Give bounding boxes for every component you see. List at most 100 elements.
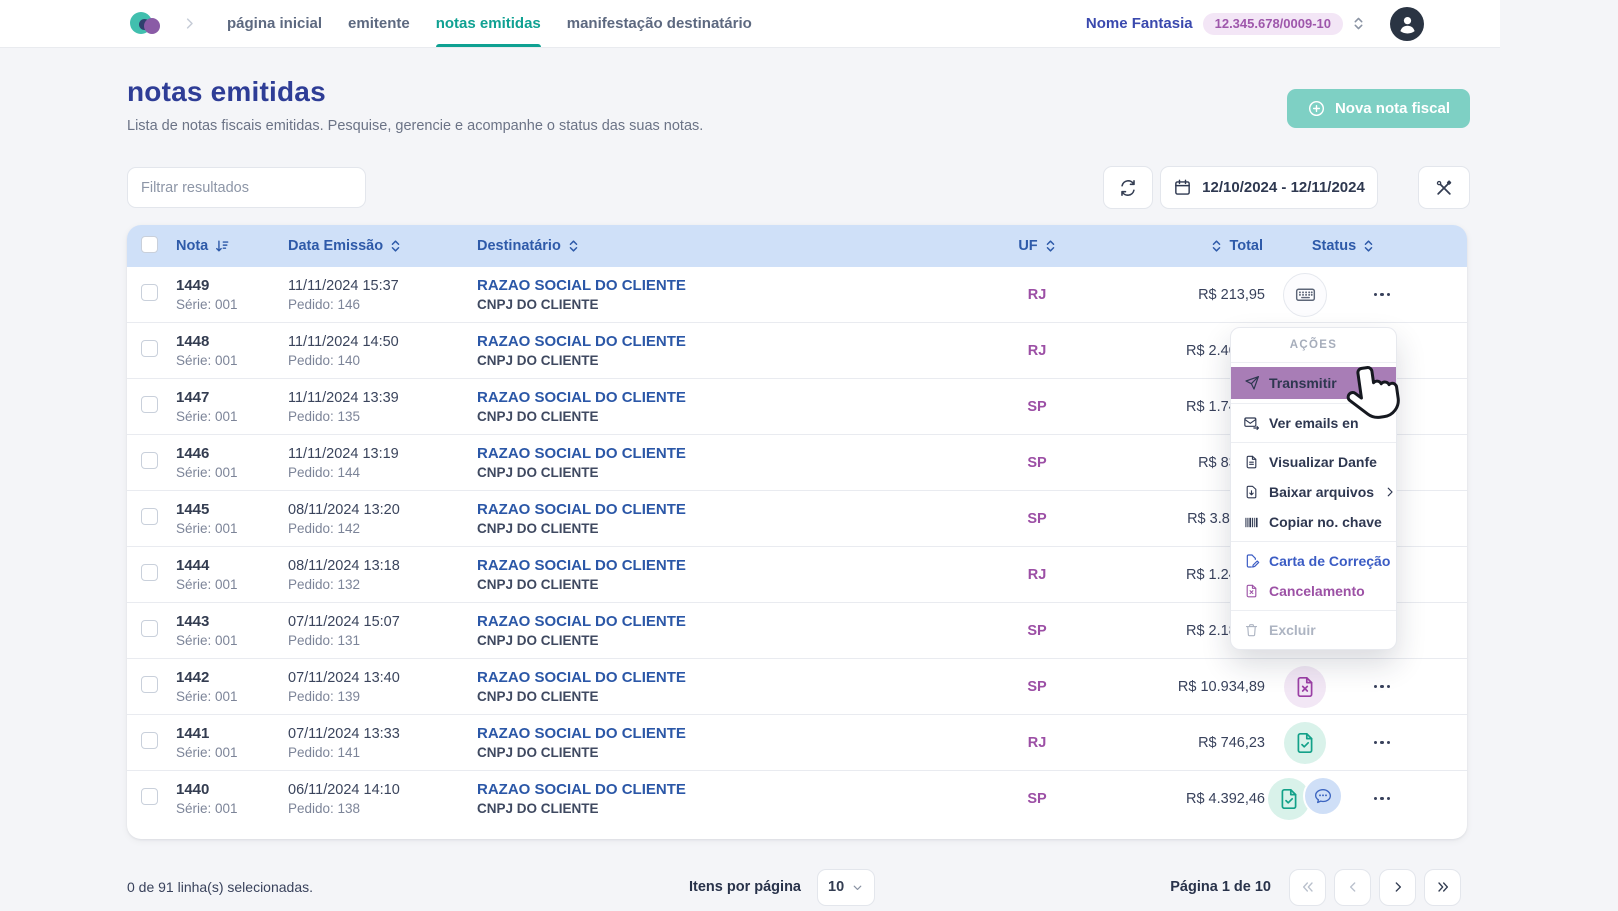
pedido-number: Pedido: 139 — [288, 688, 361, 704]
status-authorized-icon[interactable] — [1284, 721, 1326, 764]
row-checkbox[interactable] — [141, 395, 158, 413]
select-all-checkbox[interactable] — [141, 235, 158, 253]
destinatario-cell: RAZAO SOCIAL DO CLIENTE CNPJ DO CLIENTE — [477, 669, 997, 704]
barcode-icon — [1243, 515, 1260, 530]
data-emissao-cell: 11/11/2024 15:37 Pedido: 146 — [288, 278, 477, 312]
row-checkbox[interactable] — [141, 563, 158, 581]
row-checkbox[interactable] — [141, 787, 158, 805]
tab-pagina-inicial[interactable]: página inicial — [227, 15, 323, 32]
nota-number: 1441 — [176, 725, 210, 742]
header-data-emissao[interactable]: Data Emissão — [288, 238, 477, 254]
menu-item-cancelamento[interactable]: Cancelamento — [1231, 576, 1396, 606]
uf-value: SP — [1027, 622, 1047, 639]
status-cell — [1265, 272, 1345, 317]
next-page-button[interactable] — [1379, 868, 1416, 906]
status-cancelled-icon[interactable] — [1284, 665, 1326, 708]
doc-icon — [1243, 454, 1260, 470]
destinatario-link[interactable]: RAZAO SOCIAL DO CLIENTE — [477, 389, 686, 406]
nota-serie: Série: 001 — [176, 633, 238, 648]
company-switch-icon[interactable] — [1353, 16, 1364, 31]
tab-notas-emitidas[interactable]: notas emitidas — [435, 0, 541, 47]
table-settings-button[interactable] — [1418, 166, 1470, 209]
tab-emitente[interactable]: emitente — [348, 15, 410, 32]
uf-value: SP — [1027, 454, 1047, 471]
row-checkbox[interactable] — [141, 731, 158, 749]
date-range-button[interactable]: 12/10/2024 - 12/11/2024 — [1160, 166, 1378, 209]
row-checkbox[interactable] — [141, 451, 158, 469]
menu-item-copiar-no-chave[interactable]: Copiar no. chave — [1231, 507, 1396, 537]
emissao-datetime: 11/11/2024 14:50 — [288, 333, 399, 350]
items-per-page: Itens por página 10 — [689, 868, 876, 906]
destinatario-link[interactable]: RAZAO SOCIAL DO CLIENTE — [477, 781, 686, 798]
nota-cell: 1440 Série: 001 — [176, 781, 288, 816]
destinatario-doc: CNPJ DO CLIENTE — [477, 745, 599, 760]
last-page-button[interactable] — [1424, 868, 1461, 906]
prev-page-button[interactable] — [1334, 868, 1371, 906]
status-cell — [1265, 775, 1345, 820]
row-checkbox[interactable] — [141, 675, 158, 693]
row-actions-button[interactable] — [1345, 796, 1419, 801]
header-nota[interactable]: Nota — [176, 238, 288, 254]
destinatario-cell: RAZAO SOCIAL DO CLIENTE CNPJ DO CLIENTE — [477, 389, 997, 424]
app-logo-icon[interactable] — [130, 9, 162, 39]
per-page-label: Itens por página — [689, 879, 801, 895]
refresh-button[interactable] — [1103, 166, 1153, 209]
destinatario-link[interactable]: RAZAO SOCIAL DO CLIENTE — [477, 445, 686, 462]
destinatario-link[interactable]: RAZAO SOCIAL DO CLIENTE — [477, 613, 686, 630]
destinatario-cell: RAZAO SOCIAL DO CLIENTE CNPJ DO CLIENTE — [477, 333, 997, 368]
selection-info: 0 de 91 linha(s) selecionadas. — [127, 879, 314, 895]
pedido-number: Pedido: 131 — [288, 632, 361, 648]
nav-tabs: página inicial emitente notas emitidas mani… — [227, 0, 752, 47]
row-checkbox[interactable] — [141, 619, 158, 637]
destinatario-link[interactable]: RAZAO SOCIAL DO CLIENTE — [477, 501, 686, 518]
destinatario-link[interactable]: RAZAO SOCIAL DO CLIENTE — [477, 725, 686, 742]
page-info: Página 1 de 10 — [1170, 879, 1271, 895]
status-message-icon[interactable] — [1302, 775, 1343, 816]
uf-value: RJ — [1027, 734, 1047, 751]
row-actions-button[interactable] — [1345, 292, 1419, 297]
emissao-datetime: 08/11/2024 13:20 — [288, 501, 400, 518]
per-page-select[interactable]: 10 — [817, 868, 876, 906]
status-authorized-icon[interactable] — [1267, 777, 1310, 820]
tab-manifestacao-destinatario[interactable]: manifestação destinatário — [566, 15, 752, 32]
row-checkbox[interactable] — [141, 283, 158, 301]
new-invoice-button[interactable]: Nova nota fiscal — [1286, 89, 1470, 128]
send-icon — [1243, 375, 1260, 391]
chevrons-right-icon — [1437, 882, 1448, 892]
sort-updown-icon — [1363, 239, 1374, 253]
calendar-icon — [1173, 178, 1192, 197]
nota-cell: 1444 Série: 001 — [176, 557, 288, 592]
nota-number: 1440 — [176, 781, 210, 798]
table-row: 1443 Série: 001 07/11/2024 15:07 Pedido:… — [127, 603, 1467, 659]
status-typed-icon[interactable] — [1283, 272, 1327, 317]
destinatario-link[interactable]: RAZAO SOCIAL DO CLIENTE — [477, 557, 686, 574]
filter-input[interactable] — [127, 167, 366, 208]
row-checkbox[interactable] — [141, 339, 158, 357]
data-emissao-cell: 07/11/2024 13:40 Pedido: 139 — [288, 670, 477, 704]
nota-number: 1442 — [176, 669, 210, 686]
destinatario-link[interactable]: RAZAO SOCIAL DO CLIENTE — [477, 669, 686, 686]
header-status[interactable]: Status — [1265, 238, 1467, 254]
header-total[interactable]: Total — [1077, 238, 1265, 254]
destinatario-link[interactable]: RAZAO SOCIAL DO CLIENTE — [477, 333, 686, 350]
destinatario-doc: CNPJ DO CLIENTE — [477, 801, 599, 816]
user-avatar[interactable] — [1390, 6, 1424, 41]
first-page-button[interactable] — [1289, 868, 1326, 906]
plus-circle-icon — [1307, 99, 1326, 118]
row-actions-button[interactable] — [1345, 740, 1419, 745]
header-uf[interactable]: UF — [997, 238, 1077, 254]
nota-cell: 1446 Série: 001 — [176, 445, 288, 480]
destinatario-link[interactable]: RAZAO SOCIAL DO CLIENTE — [477, 277, 686, 294]
row-checkbox[interactable] — [141, 507, 158, 525]
menu-item-visualizar-danfe[interactable]: Visualizar Danfe — [1231, 447, 1396, 477]
company-name[interactable]: Nome Fantasia — [1085, 15, 1193, 32]
trash-icon — [1243, 622, 1260, 638]
menu-item-carta-de-corre-o[interactable]: Carta de Correção — [1231, 546, 1396, 576]
menu-item-ver-emails-en[interactable]: Ver emails en — [1231, 408, 1396, 438]
menu-item-baixar-arquivos[interactable]: Baixar arquivos — [1231, 477, 1396, 507]
nota-cell: 1447 Série: 001 — [176, 389, 288, 424]
nota-serie: Série: 001 — [176, 521, 238, 536]
data-emissao-cell: 07/11/2024 15:07 Pedido: 131 — [288, 614, 477, 648]
header-destinatario[interactable]: Destinatário — [477, 238, 997, 254]
row-actions-button[interactable] — [1345, 684, 1419, 689]
